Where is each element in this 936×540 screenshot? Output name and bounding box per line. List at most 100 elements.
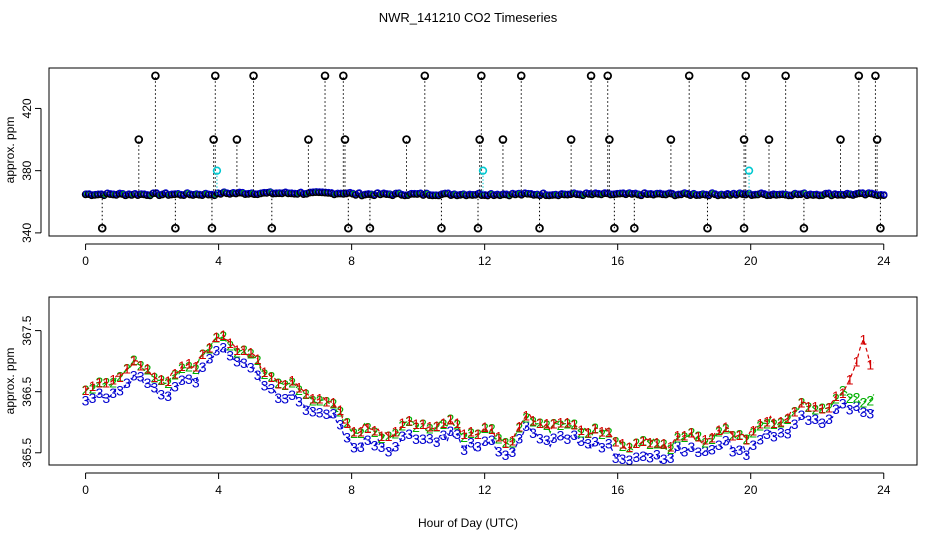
bottom-series-3-point: 3 bbox=[481, 433, 489, 449]
bottom-series-1-point: 1 bbox=[550, 415, 558, 431]
bottom-series-3-point: 3 bbox=[453, 426, 461, 442]
bottom-series-3-point: 3 bbox=[495, 444, 503, 460]
bottom-series-1-point: 1 bbox=[247, 345, 255, 361]
bottom-series-3-point: 3 bbox=[488, 432, 496, 448]
bottom-series-3-point: 3 bbox=[405, 426, 413, 442]
bottom-series-3-point: 3 bbox=[584, 435, 592, 451]
bottom-x-tick-label: 20 bbox=[744, 483, 758, 497]
bottom-series-1-point: 1 bbox=[522, 407, 530, 423]
bottom-series-2-point: 2 bbox=[405, 413, 413, 429]
bottom-series-2-point: 2 bbox=[715, 423, 723, 439]
bottom-series-2-point: 2 bbox=[440, 416, 448, 432]
bottom-series-1-point: 1 bbox=[646, 434, 654, 450]
bottom-series-2-point: 2 bbox=[185, 358, 193, 374]
bottom-series-3-point: 3 bbox=[192, 374, 200, 390]
bottom-series-3-point: 3 bbox=[619, 451, 627, 467]
bottom-series-3-point: 3 bbox=[667, 450, 675, 466]
bottom-series-1-point: 1 bbox=[866, 357, 874, 373]
top-spike-high-point bbox=[320, 71, 330, 81]
bottom-series-2-point: 2 bbox=[316, 392, 324, 408]
bottom-series-1-point: 1 bbox=[89, 378, 97, 394]
bottom-series-3-point: 3 bbox=[570, 427, 578, 443]
bottom-series-2-point: 2 bbox=[866, 392, 874, 408]
bottom-series-3-point: 3 bbox=[364, 432, 372, 448]
bottom-series-3-point: 3 bbox=[357, 439, 365, 455]
bottom-series-3-point: 3 bbox=[185, 371, 193, 387]
bottom-series-1-point: 1 bbox=[123, 360, 131, 376]
bottom-series-2-point: 2 bbox=[701, 435, 709, 451]
bottom-series-2-point: 2 bbox=[529, 413, 537, 429]
bottom-series-2-point: 2 bbox=[625, 440, 633, 456]
top-x-tick-label: 0 bbox=[82, 254, 89, 268]
bottom-series-1-point: 1 bbox=[199, 346, 207, 362]
bottom-series-1-point: 1 bbox=[860, 331, 868, 347]
bottom-series-3-point: 3 bbox=[116, 382, 124, 398]
top-spike-low-point bbox=[610, 223, 619, 233]
bottom-series-1-point: 1 bbox=[749, 423, 757, 439]
bottom-series-3-point: 3 bbox=[281, 391, 289, 407]
bottom-series-1-point: 1 bbox=[667, 438, 675, 454]
bottom-series-3-point: 3 bbox=[674, 438, 682, 454]
bottom-series-2-point: 2 bbox=[309, 392, 317, 408]
bottom-series-1-point: 1 bbox=[371, 422, 379, 438]
bottom-series-2-point: 2 bbox=[116, 369, 124, 385]
top-spike-high-point bbox=[871, 71, 880, 81]
bottom-series-1-point: 1 bbox=[82, 382, 90, 398]
bottom-series-1-point: 1 bbox=[564, 415, 572, 431]
bottom-series-1-point: 1 bbox=[137, 357, 145, 373]
bottom-series-2-point: 2 bbox=[667, 441, 675, 457]
bottom-series-3-point: 3 bbox=[398, 428, 406, 444]
bottom-series-1-point: 1 bbox=[226, 335, 234, 351]
bottom-series-3-point: 3 bbox=[701, 443, 709, 459]
bottom-series-1-point: 1 bbox=[295, 380, 303, 396]
bottom-series-3-point: 3 bbox=[130, 367, 138, 383]
bottom-series-1-point: 1 bbox=[419, 416, 427, 432]
bottom-series-3-point: 3 bbox=[102, 390, 110, 406]
bottom-series-3-point: 3 bbox=[178, 372, 186, 388]
bottom-series-1-point: 1 bbox=[109, 372, 117, 388]
bottom-series-1-point: 1 bbox=[185, 356, 193, 372]
bottom-series-1-point: 1 bbox=[178, 358, 186, 374]
bottom-series-1-point: 1 bbox=[378, 428, 386, 444]
bottom-series-3-point: 3 bbox=[329, 405, 337, 421]
bottom-series-2-point: 2 bbox=[543, 417, 551, 433]
chart-title: NWR_141210 CO2 Timeseries bbox=[379, 10, 558, 25]
bottom-series-2-point: 2 bbox=[171, 367, 179, 383]
top-y-tick-label: 340 bbox=[20, 223, 34, 243]
bottom-series-2-point: 2 bbox=[391, 425, 399, 441]
bottom-series-1-point: 1 bbox=[763, 414, 771, 430]
bottom-series-3-point: 3 bbox=[233, 353, 241, 369]
bottom-series-3-point: 3 bbox=[591, 433, 599, 449]
top-y-tick-label: 420 bbox=[20, 98, 34, 118]
bottom-series-3-point: 3 bbox=[577, 433, 585, 449]
top-spike-high-point bbox=[872, 135, 882, 144]
bottom-series-3-point: 3 bbox=[268, 380, 276, 396]
bottom-series-2-point: 2 bbox=[226, 337, 234, 353]
bottom-series-1-point: 1 bbox=[777, 413, 785, 429]
top-spike-high-point bbox=[249, 71, 258, 81]
bottom-series-1-point: 1 bbox=[261, 364, 269, 380]
bottom-series-3-point: 3 bbox=[157, 387, 165, 403]
top-spike-high-point bbox=[340, 135, 350, 144]
top-y-tick-label: 380 bbox=[20, 160, 34, 180]
bottom-series-1-point: 1 bbox=[632, 435, 640, 451]
bottom-plot-frame bbox=[48, 296, 918, 466]
bottom-series-3-point: 3 bbox=[433, 434, 441, 450]
bottom-series-1-point: 1 bbox=[502, 435, 510, 451]
bottom-series-1-point: 1 bbox=[687, 425, 695, 441]
bottom-series-3-point: 3 bbox=[247, 360, 255, 376]
bottom-series-2-point: 2 bbox=[646, 436, 654, 452]
bottom-series-1-point: 1 bbox=[405, 412, 413, 428]
top-spike-low-point bbox=[535, 223, 544, 233]
top-axes: 0 4 8 12 16 20 24 340 380 420 bbox=[20, 98, 891, 268]
bottom-series-1-point: 1 bbox=[825, 399, 833, 415]
bottom-series-2-point: 2 bbox=[130, 352, 138, 368]
bottom-series-3-point: 3 bbox=[818, 415, 826, 431]
bottom-series-2-point: 2 bbox=[770, 416, 778, 432]
top-spike-low-point bbox=[473, 223, 483, 233]
bottom-series-3-point: 3 bbox=[605, 436, 613, 452]
bottom-series-1-point: 1 bbox=[233, 342, 241, 358]
bottom-series-1-point: 1 bbox=[839, 385, 847, 401]
bottom-series-1-point: 1 bbox=[440, 415, 448, 431]
